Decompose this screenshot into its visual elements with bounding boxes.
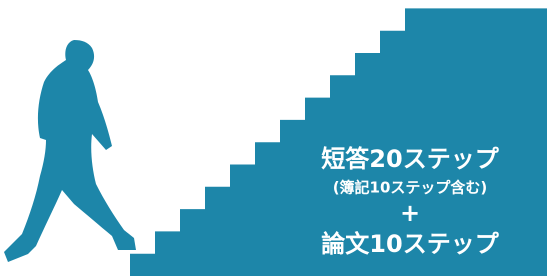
steps-bookkeeping-note: (簿記10ステップ含む) <box>333 179 488 197</box>
page: {"banner": {"line1": "短答20ステップ", "line2"… <box>0 0 547 276</box>
illustration: 短答20ステップ (簿記10ステップ含む) + 論文10ステップ <box>0 0 547 276</box>
walking-man <box>4 40 136 262</box>
plus-sign: + <box>400 199 420 227</box>
steps-essay: 論文10ステップ <box>321 230 499 258</box>
steps-short-answer: 短答20ステップ <box>321 145 499 173</box>
